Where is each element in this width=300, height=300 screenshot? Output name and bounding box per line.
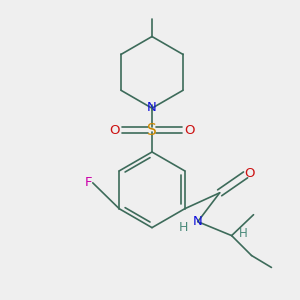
Text: O: O <box>244 167 254 180</box>
Text: H: H <box>179 221 188 234</box>
Text: F: F <box>85 176 92 189</box>
Text: N: N <box>147 101 157 114</box>
Text: O: O <box>109 124 120 136</box>
Text: N: N <box>193 215 203 228</box>
Text: H: H <box>239 227 248 240</box>
Text: O: O <box>184 124 195 136</box>
Text: S: S <box>147 123 157 138</box>
